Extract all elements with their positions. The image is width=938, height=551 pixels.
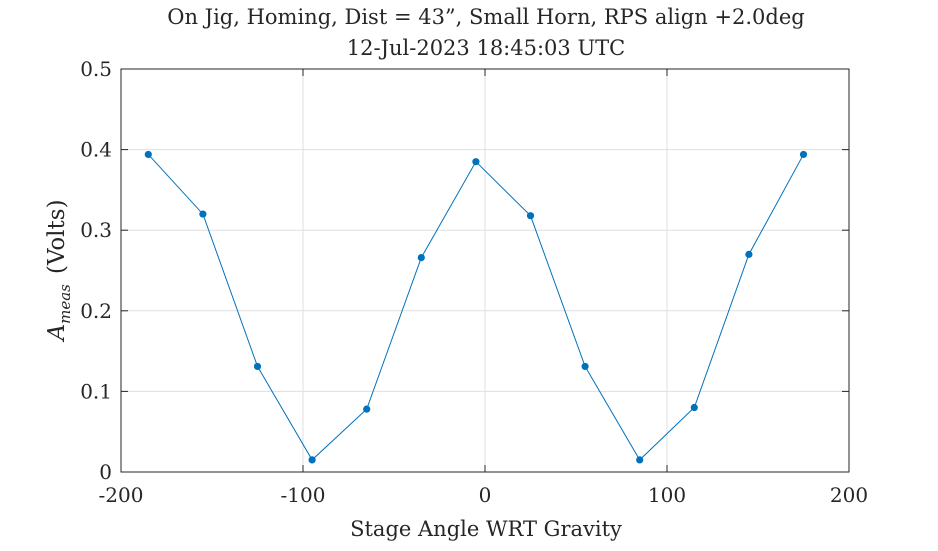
chart-title: On Jig, Homing, Dist = 43”, Small Horn, … <box>167 5 804 29</box>
y-axis-label: Ameas (Volts) <box>44 199 74 342</box>
data-point <box>417 254 425 262</box>
data-point <box>581 362 589 371</box>
y-tick-label: 0.2 <box>80 299 112 323</box>
x-tick-label: 200 <box>830 483 868 507</box>
data-point <box>636 456 644 464</box>
data-point <box>253 362 262 371</box>
y-axis-label-main: A <box>44 324 70 343</box>
y-tick-label: 0.4 <box>80 138 112 162</box>
series-line <box>147 154 804 461</box>
x-axis-label: Stage Angle WRT Gravity <box>350 517 622 541</box>
y-tick-label: 0.3 <box>80 218 112 242</box>
y-axis-label-subscript: meas <box>56 284 74 324</box>
data-point <box>472 158 480 166</box>
data-point <box>799 150 808 159</box>
x-tick-label: 0 <box>479 483 492 507</box>
data-point <box>144 150 152 159</box>
data-point <box>199 210 207 218</box>
data-point <box>745 250 753 258</box>
data-point <box>526 212 535 220</box>
grid-lines <box>120 68 850 473</box>
y-tick-label: 0.1 <box>80 379 112 403</box>
y-tick-label: 0 <box>99 460 112 484</box>
y-axis-label-unit: (Volts) <box>44 199 70 274</box>
x-tick-label: -100 <box>281 483 326 507</box>
x-tick-label: -200 <box>99 483 144 507</box>
chart-subtitle: 12-Jul-2023 18:45:03 UTC <box>347 36 625 60</box>
data-point <box>690 403 698 412</box>
x-tick-label: 100 <box>648 483 686 507</box>
data-point <box>363 405 371 413</box>
axis-ticks: -200 -100 0 100 200 0 0.1 0.2 0.3 0.4 0.5 <box>80 57 868 507</box>
data-point <box>308 456 316 464</box>
data-series <box>144 150 808 464</box>
y-tick-label: 0.5 <box>80 57 112 81</box>
